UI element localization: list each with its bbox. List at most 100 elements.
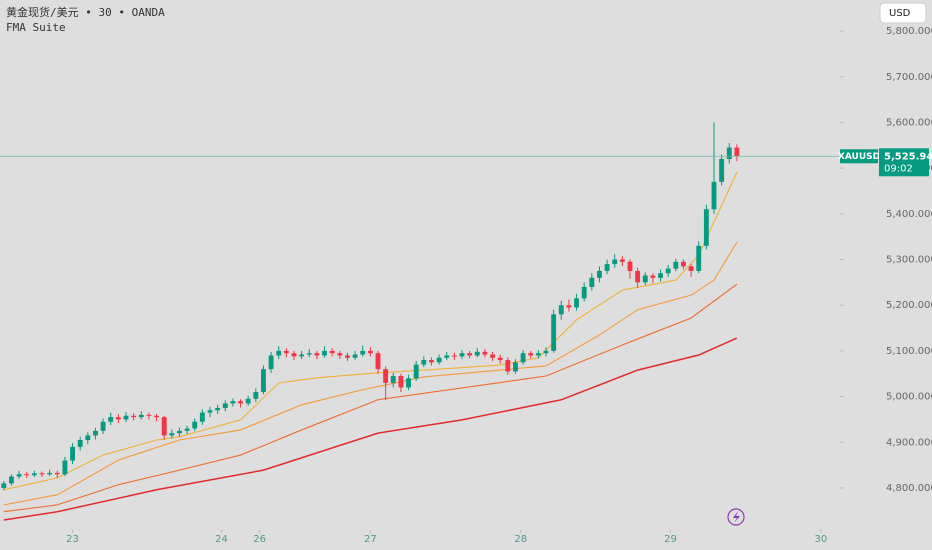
candle-body <box>16 474 22 477</box>
moving-average-line <box>3 241 738 506</box>
candle-body <box>390 376 396 383</box>
candle-body <box>635 270 641 283</box>
candle-body <box>490 354 495 358</box>
candle-body <box>47 472 53 475</box>
candle-body <box>444 355 450 358</box>
y-tick-label: 4,800.000 <box>886 483 932 494</box>
candle-body <box>85 435 91 440</box>
indicator-name: FMA Suite <box>6 21 66 34</box>
y-tick-label: 5,300.000 <box>886 255 932 266</box>
candle-body <box>93 430 98 436</box>
candle-body <box>589 277 595 287</box>
moving-average-line <box>3 283 738 513</box>
candle-body <box>421 360 427 365</box>
candle-body <box>688 266 694 271</box>
candle-body <box>436 357 442 363</box>
symbol-tag <box>840 149 878 164</box>
candle-body <box>123 415 129 420</box>
y-tick-label: 4,900.000 <box>886 437 932 448</box>
candle-body <box>230 401 236 404</box>
countdown-label: 09:02 <box>884 163 913 174</box>
candle-body <box>726 147 732 159</box>
candle-body <box>696 245 702 271</box>
x-tick-label: 28 <box>514 534 527 545</box>
candle-body <box>138 414 144 418</box>
candle-body <box>398 376 404 388</box>
candle-body <box>268 355 274 370</box>
candle-body <box>703 209 709 246</box>
candle-body <box>528 353 534 356</box>
candle-body <box>24 474 30 476</box>
candle-body <box>70 446 75 461</box>
candle-body <box>146 414 152 416</box>
candle-body <box>658 273 663 278</box>
candle-body <box>77 439 83 447</box>
candle-body <box>222 403 228 409</box>
candle-body <box>513 362 518 372</box>
currency-label: USD <box>889 8 911 19</box>
y-tick-label: 5,800.000 <box>886 26 932 37</box>
candle-body <box>9 476 14 484</box>
candle-body <box>467 353 473 356</box>
candle-body <box>276 350 282 356</box>
symbol-tag-label: XAUUSD <box>838 152 880 162</box>
candle-body <box>215 408 221 411</box>
bolt-icon[interactable] <box>727 508 745 526</box>
candle-body <box>39 473 45 475</box>
candle-body <box>184 428 190 431</box>
candle-body <box>245 398 251 404</box>
candle-body <box>497 357 503 361</box>
candle-body <box>169 433 175 436</box>
y-tick-label: 5,400.000 <box>886 209 932 220</box>
candle-body <box>238 401 243 404</box>
candle-body <box>115 417 121 420</box>
candle-body <box>154 415 159 418</box>
candle-body <box>551 314 557 351</box>
candle-body <box>642 275 648 283</box>
candle-body <box>619 259 625 262</box>
moving-average-line <box>3 337 738 521</box>
candle-body <box>566 305 572 308</box>
candle-body <box>360 350 366 355</box>
candle-body <box>459 353 465 357</box>
candle-body <box>177 430 182 434</box>
candle-body <box>681 261 686 267</box>
candle-body <box>100 421 106 431</box>
candle-body <box>673 261 679 269</box>
candle-body <box>474 351 480 356</box>
candle-body <box>482 351 488 355</box>
candle-body <box>429 360 434 363</box>
candle-body <box>54 472 60 475</box>
candle-body <box>413 364 419 379</box>
candle-body <box>207 410 213 413</box>
candle-body <box>199 412 205 422</box>
x-tick-label: 24 <box>215 534 228 545</box>
candle-body <box>367 350 373 354</box>
candle-body <box>406 378 411 388</box>
candle-body <box>597 270 602 278</box>
candle-body <box>329 350 335 354</box>
x-tick-label: 29 <box>664 534 677 545</box>
candle-body <box>558 305 564 315</box>
candle-body <box>253 392 259 399</box>
price-tag <box>879 148 929 177</box>
candle-body <box>581 286 587 299</box>
candle-body <box>505 360 511 372</box>
x-tick-label: 30 <box>815 534 828 545</box>
candle-body <box>291 353 297 357</box>
currency-button[interactable] <box>879 2 927 24</box>
candle-body <box>665 268 671 274</box>
candle-body <box>283 350 289 354</box>
candle-body <box>535 353 541 356</box>
candle-body <box>604 264 610 271</box>
y-tick-label: 5,600.000 <box>886 117 932 128</box>
candle-body <box>299 354 305 357</box>
candle-body <box>375 353 381 370</box>
candle-body <box>451 355 457 357</box>
candle-body <box>734 147 740 157</box>
candle-body <box>31 473 37 476</box>
plot <box>0 122 840 521</box>
candle-body <box>345 355 350 358</box>
